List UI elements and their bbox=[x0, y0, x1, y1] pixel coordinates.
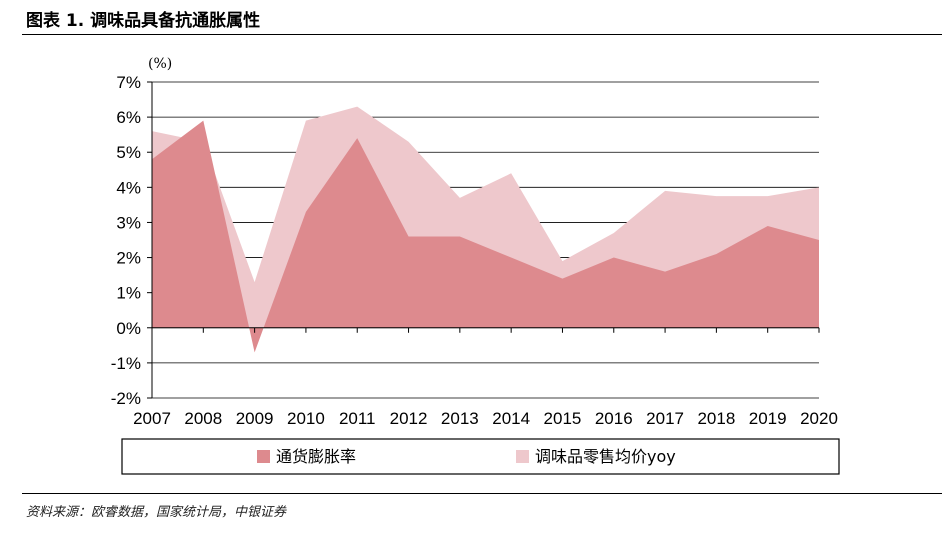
x-tick-label: 2013 bbox=[441, 409, 479, 428]
title-rule bbox=[22, 34, 942, 35]
x-tick-label: 2020 bbox=[800, 409, 838, 428]
area-inflation bbox=[152, 120, 819, 353]
x-tick-label: 2015 bbox=[544, 409, 582, 428]
y-tick-label: -2% bbox=[111, 389, 141, 408]
y-tick-label: 4% bbox=[116, 178, 141, 197]
axes bbox=[147, 81, 820, 399]
areas bbox=[152, 106, 819, 353]
x-tick-label: 2019 bbox=[749, 409, 787, 428]
source-note: 资料来源：欧睿数据，国家统计局，中银证券 bbox=[26, 505, 287, 520]
x-tick-labels: 2007 2008 2009 2010 2011 2012 2013 2014 2015 2016… bbox=[133, 409, 838, 428]
x-tick-label: 2007 bbox=[133, 409, 171, 428]
legend-box bbox=[121, 438, 840, 475]
figure-title: 图表 1. 调味品具备抗通胀属性 bbox=[26, 11, 261, 31]
x-tick-label: 2017 bbox=[646, 409, 684, 428]
legend-swatch-inflation bbox=[257, 450, 270, 463]
x-tick-label: 2016 bbox=[595, 409, 633, 428]
unit-label: (%) bbox=[148, 56, 172, 72]
x-tick-label: 2012 bbox=[390, 409, 428, 428]
x-tick-label: 2014 bbox=[492, 409, 530, 428]
source-rule bbox=[22, 493, 942, 494]
legend-swatch-condiment-price bbox=[516, 450, 529, 463]
y-tick-label: 0% bbox=[116, 319, 141, 338]
x-tick-label: 2018 bbox=[697, 409, 735, 428]
y-tick-label: 1% bbox=[116, 284, 141, 303]
legend-label-condiment-price: 调味品零售均价yoy bbox=[535, 447, 676, 466]
y-tick-label: 3% bbox=[116, 213, 141, 232]
x-tick-label: 2010 bbox=[287, 409, 325, 428]
y-tick-labels: -2% -1% 0% 1% 2% 3% 4% 5% 6% 7% bbox=[111, 73, 141, 408]
y-tick-label: 6% bbox=[116, 108, 141, 127]
y-tick-label: -1% bbox=[111, 354, 141, 373]
y-tick-label: 2% bbox=[116, 249, 141, 268]
x-tick-label: 2009 bbox=[236, 409, 274, 428]
x-tick-label: 2008 bbox=[184, 409, 222, 428]
x-tick-label: 2011 bbox=[339, 409, 376, 428]
y-tick-label: 5% bbox=[116, 143, 141, 162]
legend: 通货膨胀率 调味品零售均价yoy bbox=[121, 438, 840, 475]
y-tick-label: 7% bbox=[116, 73, 141, 92]
legend-label-inflation: 通货膨胀率 bbox=[276, 447, 356, 466]
